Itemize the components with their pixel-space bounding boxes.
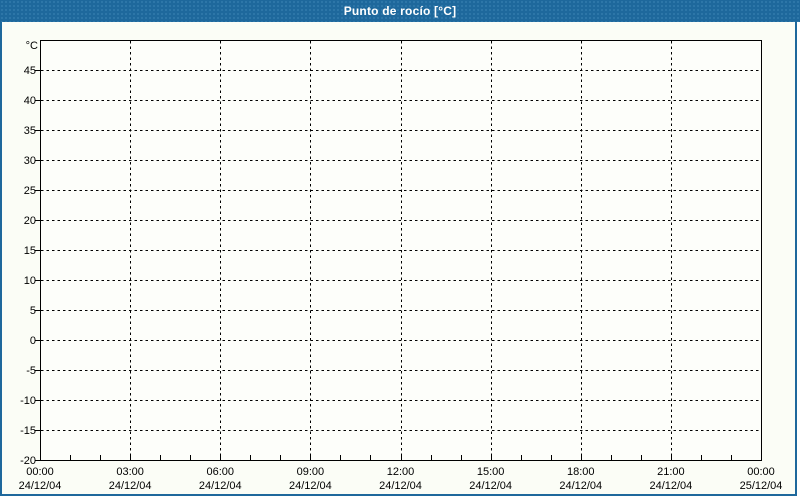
x-date-label: 24/12/04 [289,480,332,492]
x-date-label: 24/12/04 [559,480,602,492]
window-margin-right [797,22,800,500]
y-tick-label: 10 [24,275,36,287]
x-time-label: 18:00 [567,466,595,478]
x-date-label: 24/12/04 [19,480,62,492]
y-tick-label: -15 [20,425,36,437]
x-time-label: 21:00 [657,466,685,478]
y-axis-unit-label: °C [26,40,38,52]
y-tick-label: -20 [20,455,36,467]
x-time-label: 12:00 [387,466,415,478]
x-time-label: 00:00 [747,466,775,478]
window-border-right [795,22,797,496]
dew-point-chart: 45 40 35 30 25 20 15 10 5 0 -5 -10 -15 -20 °C 00:00 24/1… [19,40,783,492]
x-date-label: 25/12/04 [740,480,783,492]
y-tick-label: 40 [24,95,36,107]
window-border-left [0,22,2,496]
x-date-label: 24/12/04 [109,480,152,492]
window-margin-bottom [0,496,800,500]
x-date-label: 24/12/04 [199,480,242,492]
y-tick-label: 45 [24,65,36,77]
y-tick-label: -5 [26,365,36,377]
y-tick-label: 5 [30,305,36,317]
y-tick-label: 35 [24,125,36,137]
x-date-label: 24/12/04 [649,480,692,492]
x-time-label: 09:00 [297,466,325,478]
x-time-label: 03:00 [116,466,144,478]
x-time-label: 00:00 [26,466,54,478]
x-time-label: 15:00 [477,466,505,478]
y-tick-label: 25 [24,185,36,197]
chart-title: Punto de rocío [°C] [343,4,457,18]
window-border-bottom [0,494,797,496]
x-date-label: 24/12/04 [469,480,512,492]
y-tick-label: 20 [24,215,36,227]
y-tick-label: 15 [24,245,36,257]
y-tick-label: -10 [20,395,36,407]
x-time-label: 06:00 [206,466,234,478]
title-bar: Punto de rocío [°C] [0,0,800,22]
y-tick-label: 0 [30,335,36,347]
x-date-label: 24/12/04 [379,480,422,492]
y-tick-label: 30 [24,155,36,167]
